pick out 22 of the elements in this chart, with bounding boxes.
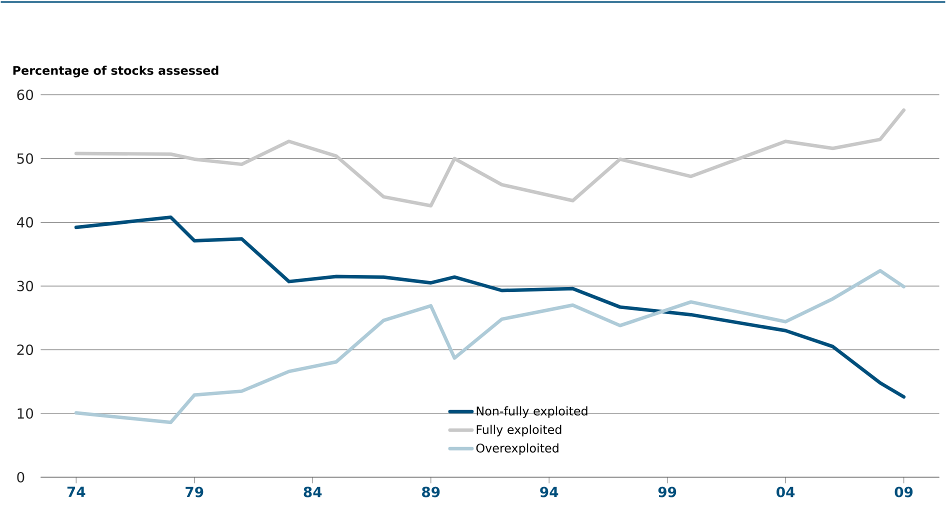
y-tick-label: 40 [16,216,34,228]
x-tick-label: 74 [67,486,86,497]
legend-label: Overexploited [476,443,558,455]
line-series [74,268,906,424]
x-tick-label: 84 [304,486,322,498]
line-series [74,215,906,399]
line-series [74,108,906,208]
x-tick-label: 04 [776,486,795,498]
x-tick-label: 09 [894,486,913,498]
y-tick-label: 10 [18,408,34,419]
y-axis-title: Percentage of stocks assessed [13,66,218,78]
legend-label: Non-fully exploited [476,406,588,418]
x-tick-label: 79 [186,486,204,498]
x-tick-label: 99 [658,486,676,498]
x-tick-label: 94 [540,486,558,498]
y-tick-label: 50 [17,153,34,164]
legend-label: Fully exploited [476,424,562,436]
y-tick-label: 20 [17,344,34,355]
x-tick-label: 89 [422,486,440,498]
y-tick-label: 30 [17,280,34,292]
y-tick-label: 0 [17,472,24,482]
y-tick-label: 60 [17,89,34,100]
